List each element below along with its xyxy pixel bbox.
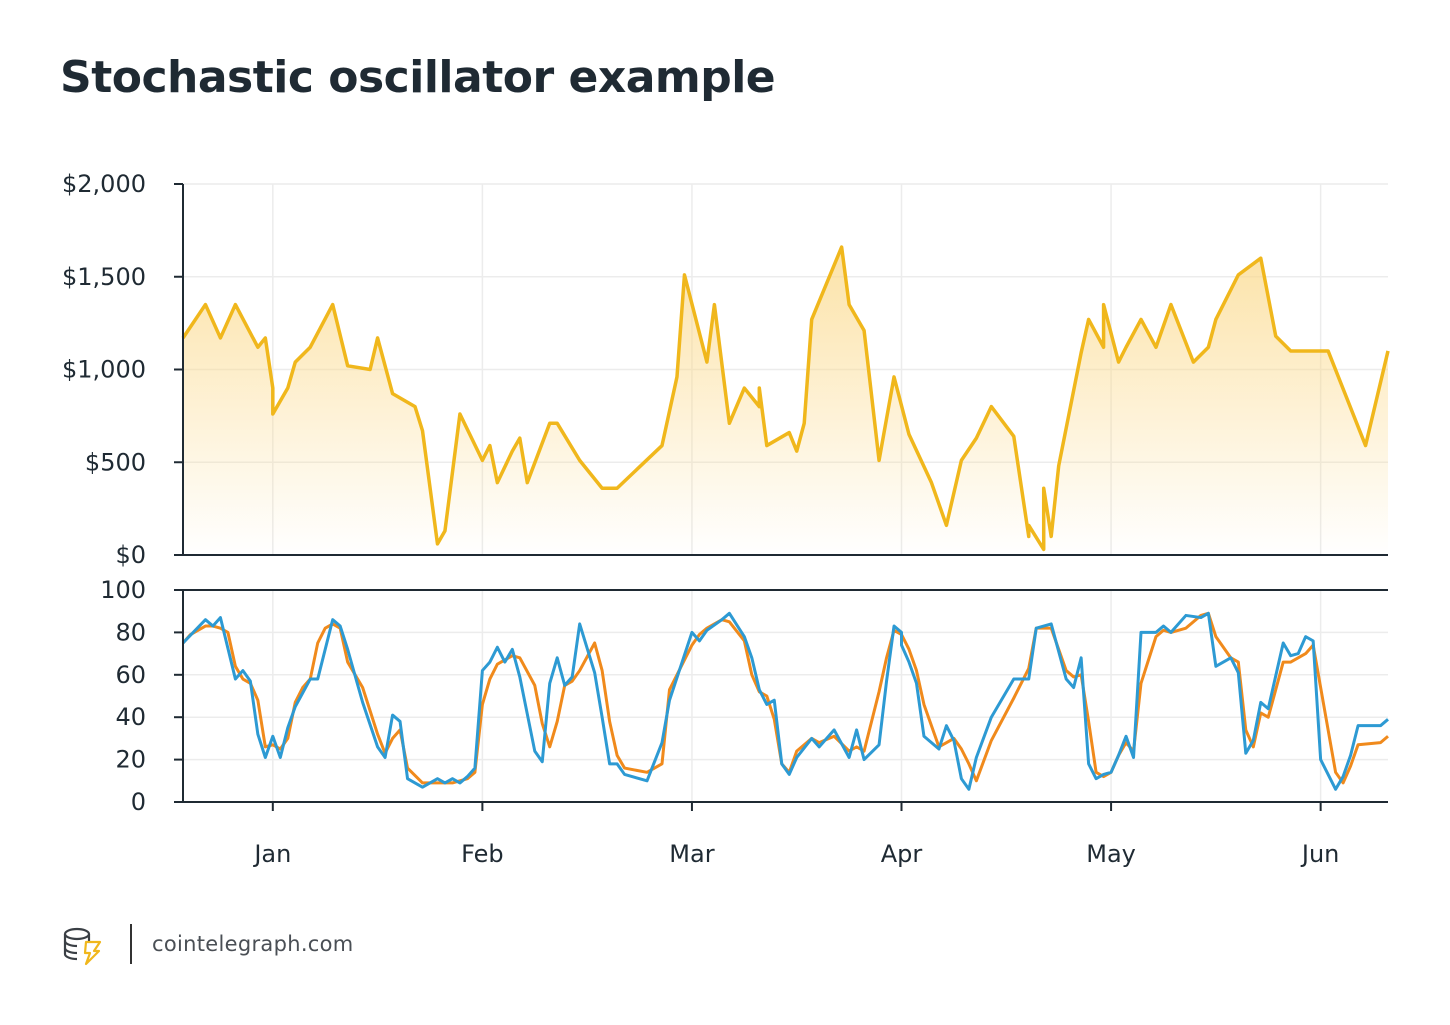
price-panel: $0 $500 $1,000 $1,500 $2,000	[62, 170, 1390, 569]
x-tick-label: May	[1086, 840, 1136, 868]
x-tick-label: Mar	[669, 840, 714, 868]
footer: cointelegraph.com	[60, 922, 354, 966]
x-tick-label: Jun	[1300, 840, 1340, 868]
cointelegraph-logo-icon	[60, 922, 104, 966]
y-tick-label: 0	[131, 788, 146, 816]
x-tick-label: Jan	[252, 840, 291, 868]
footer-separator	[130, 924, 132, 964]
x-tick-label: Feb	[461, 840, 504, 868]
k-line	[181, 611, 1389, 791]
page-title: Stochastic oscillator example	[60, 52, 776, 103]
x-axis: Jan Feb Mar Apr May Jun	[252, 802, 1339, 868]
y-tick-label: 100	[100, 576, 146, 604]
y-tick-label: $1,000	[62, 356, 146, 384]
y-tick-label: 40	[115, 703, 146, 731]
x-tick-label: Apr	[881, 840, 923, 868]
y-tick-label: $0	[115, 541, 146, 569]
d-line	[181, 611, 1389, 785]
y-tick-label: 80	[115, 618, 146, 646]
footer-site: cointelegraph.com	[152, 932, 354, 956]
y-tick-label: $500	[85, 448, 146, 476]
y-tick-label: 20	[115, 746, 146, 774]
oscillator-panel: 0 20 40 60 80 100	[100, 576, 1389, 816]
price-line	[181, 245, 1390, 552]
y-tick-label: $1,500	[62, 263, 146, 291]
y-tick-label: $2,000	[62, 170, 146, 198]
y-tick-label: 60	[115, 661, 146, 689]
price-area	[183, 247, 1388, 555]
